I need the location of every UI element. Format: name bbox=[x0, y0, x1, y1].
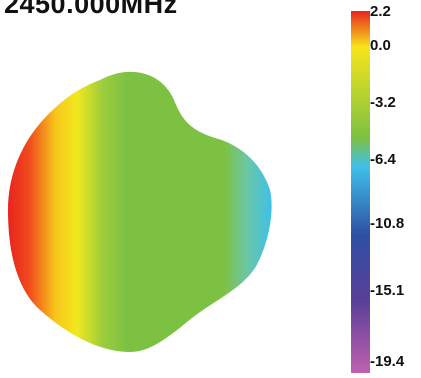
colorbar-tick: -3.2 bbox=[370, 94, 396, 111]
colorbar-tick: -10.8 bbox=[370, 215, 405, 232]
chart-title: 2450.000MHz bbox=[4, 0, 178, 19]
colorbar-tick: 2.2 bbox=[370, 3, 391, 20]
pattern-surface bbox=[8, 71, 272, 353]
color-scale-bar bbox=[351, 11, 370, 373]
colorbar-tick: -19.4 bbox=[370, 353, 405, 370]
colorbar-tick: -6.4 bbox=[370, 151, 396, 168]
colorbar-tick: 0.0 bbox=[370, 37, 391, 54]
colorbar-tick: -15.1 bbox=[370, 282, 405, 299]
